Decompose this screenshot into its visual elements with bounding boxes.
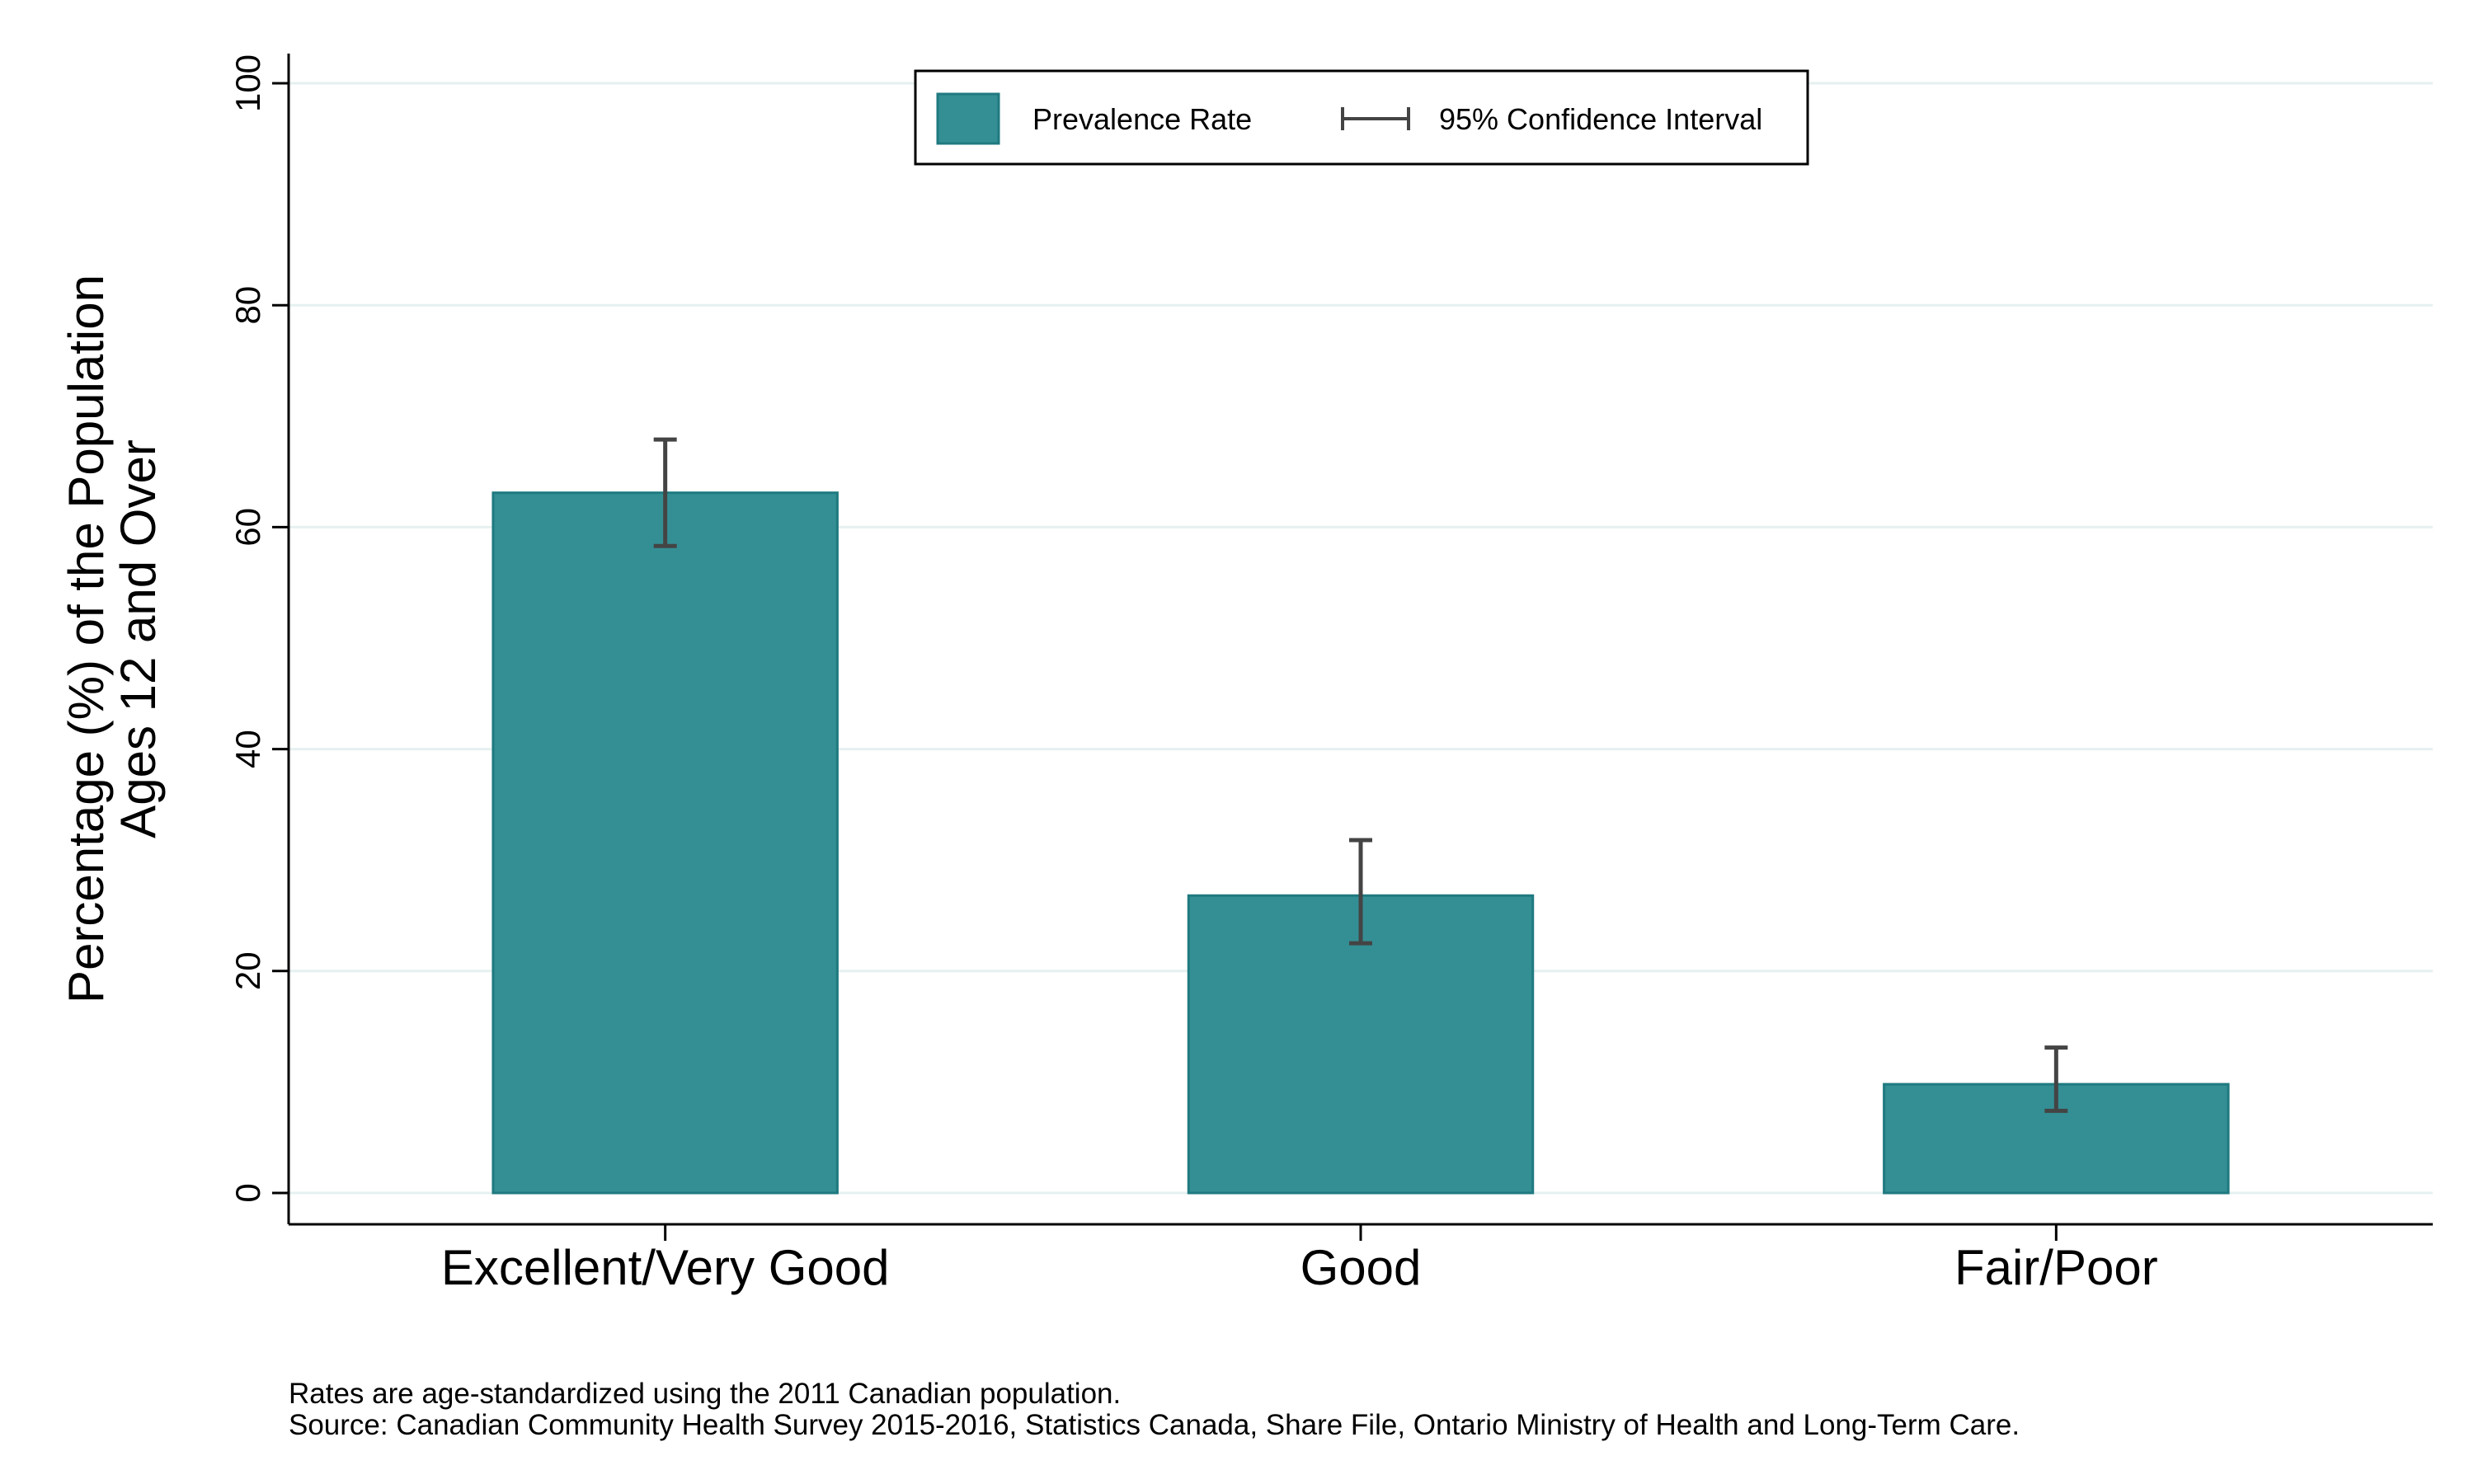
x-category-label: Excellent/Very Good (441, 1240, 890, 1295)
y-tick-label: 80 (228, 286, 267, 325)
legend-ci-label: 95% Confidence Interval (1439, 102, 1762, 136)
legend-ci-swatch (1341, 107, 1410, 130)
note-source: Source: Canadian Community Health Survey… (289, 1409, 2020, 1441)
legend-bar-swatch (936, 92, 1000, 145)
legend: Prevalence Rate 95% Confidence Interval (914, 69, 1809, 166)
y-axis-ticks: 0 20 40 60 80 100 (228, 54, 289, 1203)
error-bar-0 (653, 437, 677, 548)
legend-bar-label: Prevalence Rate (1032, 102, 1252, 136)
bars (492, 491, 2230, 1195)
y-tick-label: 60 (228, 508, 267, 547)
error-bars (653, 437, 2068, 1113)
x-category-label: Fair/Poor (1954, 1240, 2158, 1295)
x-category-label: Good (1300, 1240, 1422, 1295)
y-axis-title-line2: Ages 12 and Over (111, 439, 166, 838)
y-axis-title-line1: Percentage (%) of the Population (59, 275, 114, 1003)
error-bar-2 (2044, 1045, 2068, 1113)
x-axis-category-labels: Excellent/Very Good Good Fair/Poor (441, 1224, 2158, 1295)
y-tick-label: 0 (228, 1183, 267, 1202)
note-age-standardized: Rates are age-standardized using the 201… (289, 1378, 1121, 1410)
bar-0 (492, 491, 839, 1195)
error-bar-1 (1349, 838, 1372, 946)
y-tick-label: 40 (228, 730, 267, 768)
y-tick-label: 20 (228, 951, 267, 990)
y-tick-label: 100 (228, 54, 267, 112)
